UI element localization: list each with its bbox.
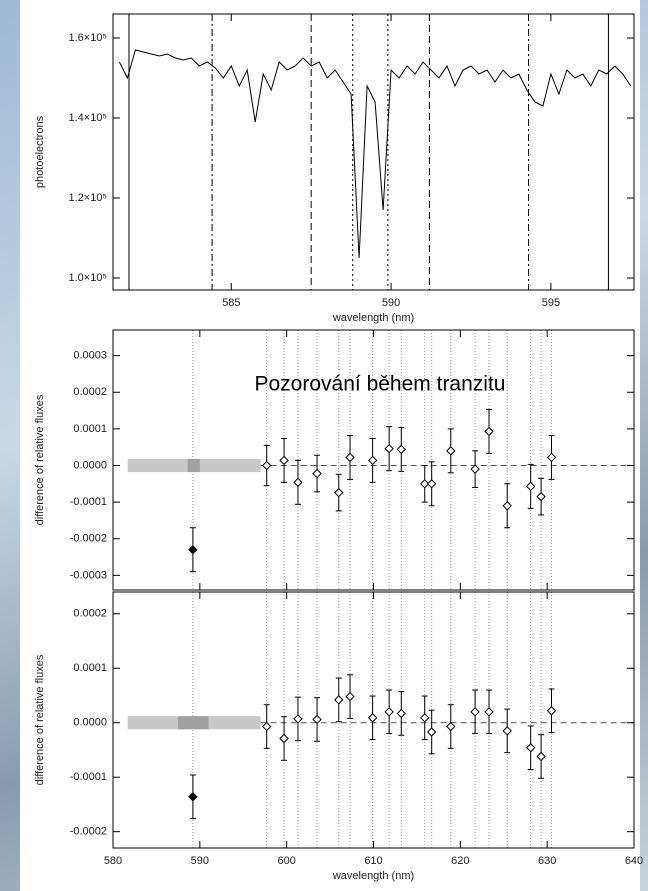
data-point: [334, 487, 344, 498]
data-point: [525, 743, 536, 753]
data-point: [367, 455, 378, 466]
y-tick-label: 1.2×10⁵: [68, 192, 107, 204]
data-point: [426, 479, 437, 489]
x-axis-label: wavelength (nm): [332, 870, 414, 882]
x-axis-label: wavelength (nm): [332, 312, 414, 324]
data-point: [420, 479, 430, 489]
y-tick-label: -0.0003: [70, 569, 107, 581]
x-tick-label: 585: [222, 297, 240, 309]
data-point: [279, 455, 289, 466]
data-point: [446, 721, 456, 732]
y-tick-label: -0.0002: [70, 826, 107, 838]
plot-area: [127, 592, 634, 848]
y-tick-label: 1.6×10⁵: [68, 32, 107, 44]
data-point: [345, 452, 355, 463]
x-tick-label: 620: [451, 855, 469, 867]
data-point: [484, 707, 494, 717]
data-point: [426, 727, 437, 737]
y-tick-label: 0.0002: [73, 386, 107, 398]
annotation: Pozorování během tranzitu: [255, 373, 506, 396]
data-point: [188, 792, 198, 802]
y-tick-label: 0.0001: [73, 662, 107, 674]
figure-background: [20, 0, 640, 891]
data-point: [293, 714, 303, 724]
x-tick-label: 595: [542, 297, 560, 309]
plot-area: [127, 330, 634, 590]
y-axis-label: difference of relative fluxes: [34, 654, 46, 785]
data-point: [536, 491, 546, 502]
data-point: [502, 501, 512, 511]
data-point: [470, 464, 480, 474]
data-point: [396, 444, 406, 455]
y-tick-label: 1.0×10⁵: [68, 272, 107, 284]
data-point: [546, 452, 557, 463]
y-tick-label: 0.0003: [73, 350, 107, 362]
axes-frame: [112, 591, 635, 849]
data-point: [312, 714, 322, 725]
data-point: [484, 426, 494, 437]
data-point: [470, 707, 480, 717]
x-tick-label: 580: [104, 855, 122, 867]
data-point: [446, 446, 456, 456]
data-point: [345, 691, 355, 702]
plot-area: [118, 14, 632, 290]
data-point: [367, 713, 378, 723]
y-tick-label: -0.0002: [70, 533, 107, 545]
data-point: [384, 707, 394, 717]
y-axis-label: difference of relative fluxes: [34, 394, 46, 525]
x-tick-label: 640: [625, 855, 643, 867]
data-point: [384, 443, 394, 454]
x-tick-label: 630: [538, 855, 556, 867]
bandpass: [178, 716, 209, 730]
data-point: [261, 721, 272, 732]
y-tick-label: -0.0001: [70, 496, 107, 508]
x-tick-label: 600: [277, 855, 295, 867]
y-tick-label: 0.0000: [73, 459, 107, 471]
data-point: [261, 460, 272, 471]
data-point: [312, 468, 322, 479]
bandpass: [187, 458, 200, 473]
y-tick-label: -0.0001: [70, 771, 107, 783]
data-point: [396, 708, 406, 719]
data-point: [536, 751, 546, 762]
data-point: [546, 706, 557, 716]
y-tick-label: 0.0000: [73, 717, 107, 729]
x-tick-label: 590: [382, 297, 400, 309]
y-axis-label: photoelectrons: [34, 115, 46, 188]
axes-frame: [112, 329, 635, 591]
y-tick-label: 0.0002: [73, 608, 107, 620]
data-point: [502, 726, 512, 736]
data-point: [334, 695, 344, 705]
y-tick-label: 0.0001: [73, 423, 107, 435]
data-point: [420, 713, 430, 723]
data-point: [525, 481, 536, 492]
data-point: [279, 733, 289, 744]
y-tick-label: 1.4×10⁵: [68, 112, 107, 124]
data-point: [293, 477, 303, 488]
spectrum-line: [118, 49, 632, 259]
axes-frame: [112, 13, 635, 291]
x-tick-label: 610: [364, 855, 382, 867]
data-point: [188, 545, 198, 555]
x-tick-label: 590: [191, 855, 209, 867]
